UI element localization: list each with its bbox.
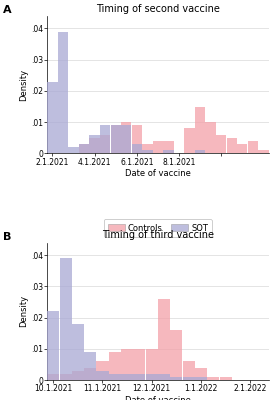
Y-axis label: Density: Density: [19, 295, 28, 327]
Bar: [60, 258, 71, 380]
Bar: [195, 377, 207, 380]
Bar: [96, 371, 109, 380]
Bar: [84, 368, 96, 380]
Bar: [170, 330, 182, 380]
Bar: [121, 374, 133, 380]
Bar: [183, 361, 195, 380]
Bar: [227, 138, 237, 153]
Title: Timing of third vaccine: Timing of third vaccine: [102, 230, 214, 240]
Bar: [79, 144, 89, 153]
Bar: [121, 122, 131, 153]
Bar: [216, 135, 226, 153]
Bar: [68, 147, 79, 153]
Bar: [111, 125, 121, 153]
Bar: [72, 324, 84, 380]
Bar: [89, 135, 100, 153]
Y-axis label: Density: Density: [19, 69, 28, 101]
Bar: [121, 349, 133, 380]
Legend: Controls, SOT: Controls, SOT: [104, 219, 212, 237]
Bar: [111, 125, 121, 153]
Bar: [258, 150, 269, 153]
Bar: [142, 150, 153, 153]
Bar: [195, 368, 207, 380]
Bar: [158, 299, 170, 380]
Bar: [109, 352, 121, 380]
Bar: [58, 32, 68, 153]
Bar: [158, 374, 170, 380]
Bar: [195, 106, 205, 153]
Bar: [100, 135, 110, 153]
Bar: [207, 377, 219, 380]
Bar: [84, 352, 96, 380]
Bar: [72, 371, 84, 380]
Bar: [100, 125, 110, 153]
Bar: [248, 141, 258, 153]
Bar: [142, 144, 153, 153]
Bar: [79, 144, 89, 153]
Bar: [47, 82, 58, 153]
Title: Timing of second vaccine: Timing of second vaccine: [96, 4, 220, 14]
Bar: [134, 374, 145, 380]
Bar: [109, 374, 121, 380]
Bar: [163, 150, 174, 153]
Bar: [96, 361, 109, 380]
Bar: [47, 311, 59, 380]
X-axis label: Date of vaccine: Date of vaccine: [125, 169, 191, 178]
Text: B: B: [3, 232, 11, 242]
Bar: [146, 374, 158, 380]
Bar: [237, 144, 247, 153]
Bar: [170, 377, 182, 380]
Bar: [134, 349, 145, 380]
Bar: [163, 141, 174, 153]
Bar: [121, 125, 131, 153]
Bar: [60, 374, 71, 380]
Bar: [195, 150, 205, 153]
Bar: [146, 349, 158, 380]
Bar: [206, 122, 216, 153]
Bar: [220, 377, 232, 380]
X-axis label: Date of vaccine: Date of vaccine: [125, 396, 191, 400]
Bar: [132, 144, 142, 153]
Bar: [47, 374, 59, 380]
Bar: [183, 377, 195, 380]
Bar: [184, 128, 195, 153]
Bar: [132, 125, 142, 153]
Bar: [153, 141, 163, 153]
Text: A: A: [3, 5, 11, 15]
Bar: [89, 138, 100, 153]
